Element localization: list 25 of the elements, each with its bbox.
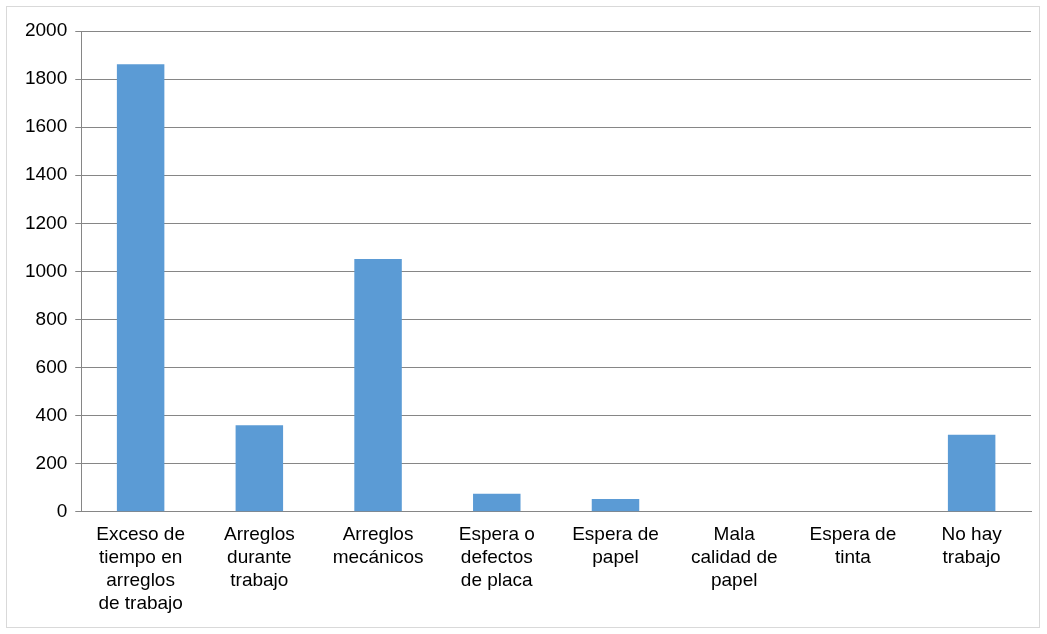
bar xyxy=(591,499,640,512)
x-tick-label: Arreglos mecánicos xyxy=(332,523,424,568)
y-tick-label: 1400 xyxy=(24,163,68,185)
y-tick-label: 0 xyxy=(56,500,68,522)
y-tick-label: 1000 xyxy=(24,259,68,281)
x-tick-label: Mala calidad de papel xyxy=(690,523,778,591)
bar xyxy=(116,64,165,512)
y-tick-label: 1800 xyxy=(24,67,68,89)
bar xyxy=(947,434,996,512)
x-tick-label: Arreglos durante trabajo xyxy=(223,523,295,591)
x-tick-label: No hay trabajo xyxy=(941,523,1003,568)
y-tick-label: 400 xyxy=(35,403,68,425)
x-tick-label: Espera o defectos de placa xyxy=(458,523,535,591)
bar xyxy=(354,258,402,512)
y-tick-label: 1200 xyxy=(24,211,68,233)
y-tick-label: 600 xyxy=(35,355,68,377)
x-tick-label: Espera de papel xyxy=(572,523,659,568)
bar xyxy=(473,493,521,512)
x-tick-label: Espera de tinta xyxy=(809,523,897,568)
y-tick-label: 1600 xyxy=(24,115,68,137)
y-tick-label: 800 xyxy=(35,307,68,329)
y-tick-label: 200 xyxy=(35,451,68,473)
bar xyxy=(235,425,284,512)
y-tick-label: 2000 xyxy=(24,19,68,41)
x-tick-label: Exceso de tiempo en arreglos de trabajo xyxy=(96,523,185,613)
